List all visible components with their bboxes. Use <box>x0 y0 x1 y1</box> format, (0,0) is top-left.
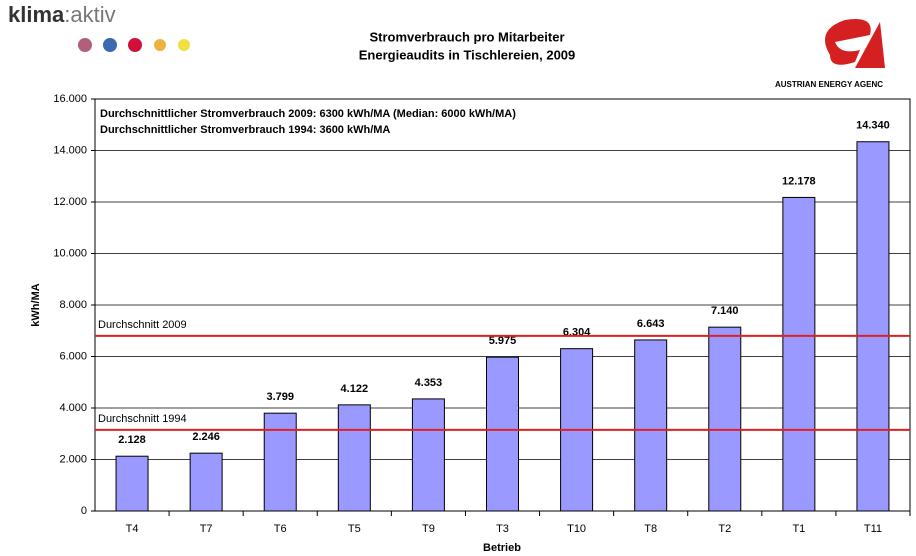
bar <box>337 404 371 512</box>
logo-dot <box>128 38 142 52</box>
logo-caption: AUSTRIAN ENERGY AGENC <box>775 80 883 89</box>
chart-title: Stromverbrauch pro Mitarbeiter <box>369 29 564 44</box>
logo-left: klima:aktiv <box>8 2 190 52</box>
x-tick-label: T2 <box>718 523 731 535</box>
x-tick-label: T11 <box>864 523 882 535</box>
logo-right: AUSTRIAN ENERGY AGENC <box>775 19 885 89</box>
x-tick-label: T10 <box>567 523 586 535</box>
annotation: Durchschnittlicher Stromverbrauch 1994: … <box>100 124 390 136</box>
bar <box>634 339 668 512</box>
logo-dot <box>154 39 166 51</box>
y-tick-label: 16.000 <box>53 93 87 105</box>
value-label: 2.246 <box>192 431 220 443</box>
y-axis-label: kWh/MA <box>30 283 42 326</box>
x-tick-label: T9 <box>422 523 435 535</box>
value-label: 7.140 <box>711 305 739 317</box>
bar <box>708 326 742 512</box>
x-tick-label: T3 <box>496 523 509 535</box>
bar <box>486 356 519 512</box>
x-tick-label: T4 <box>126 523 139 535</box>
value-label: 4.122 <box>341 383 369 395</box>
y-tick-label: 8.000 <box>59 299 87 311</box>
x-tick-label: T5 <box>348 523 361 535</box>
value-label: 4.353 <box>415 377 443 389</box>
value-label: 14.340 <box>856 120 890 132</box>
value-label: 5.975 <box>489 335 517 347</box>
x-tick-label: T7 <box>200 523 213 535</box>
y-tick-label: 2.000 <box>59 453 87 465</box>
logo-dot <box>178 39 190 51</box>
reference-label: Durchschnitt 2009 <box>98 319 187 331</box>
bar <box>263 412 297 512</box>
logo-light: :aktiv <box>64 2 115 27</box>
bar <box>411 398 445 512</box>
y-tick-label: 4.000 <box>59 402 87 414</box>
logo-a <box>855 22 885 68</box>
bar <box>782 196 816 512</box>
logo-dot <box>103 38 117 52</box>
annotation: Durchschnittlicher Stromverbrauch 2009: … <box>100 108 516 120</box>
value-label: 2.128 <box>118 434 146 446</box>
y-tick-label: 12.000 <box>53 196 87 208</box>
logo-bold: klima <box>8 2 65 27</box>
bar <box>856 141 890 512</box>
x-tick-label: T8 <box>644 523 657 535</box>
x-axis-label: Betrieb <box>483 542 521 554</box>
reference-label: Durchschnitt 1994 <box>98 413 187 425</box>
y-tick-label: 10.000 <box>53 247 87 259</box>
value-label: 12.178 <box>782 175 816 187</box>
value-label: 3.799 <box>266 391 294 403</box>
x-tick-label: T6 <box>274 523 287 535</box>
logo-text: klima:aktiv <box>8 2 116 27</box>
y-tick-label: 14.000 <box>53 144 87 156</box>
chart-subtitle: Energieaudits in Tischlereien, 2009 <box>359 47 576 62</box>
bar <box>189 452 223 512</box>
bar <box>115 455 149 512</box>
logo-dot <box>78 38 92 52</box>
logo-e <box>825 19 871 65</box>
value-label: 6.643 <box>637 318 665 330</box>
y-tick-label: 6.000 <box>59 350 87 362</box>
y-tick-label: 0 <box>81 505 87 517</box>
x-tick-label: T1 <box>792 523 805 535</box>
